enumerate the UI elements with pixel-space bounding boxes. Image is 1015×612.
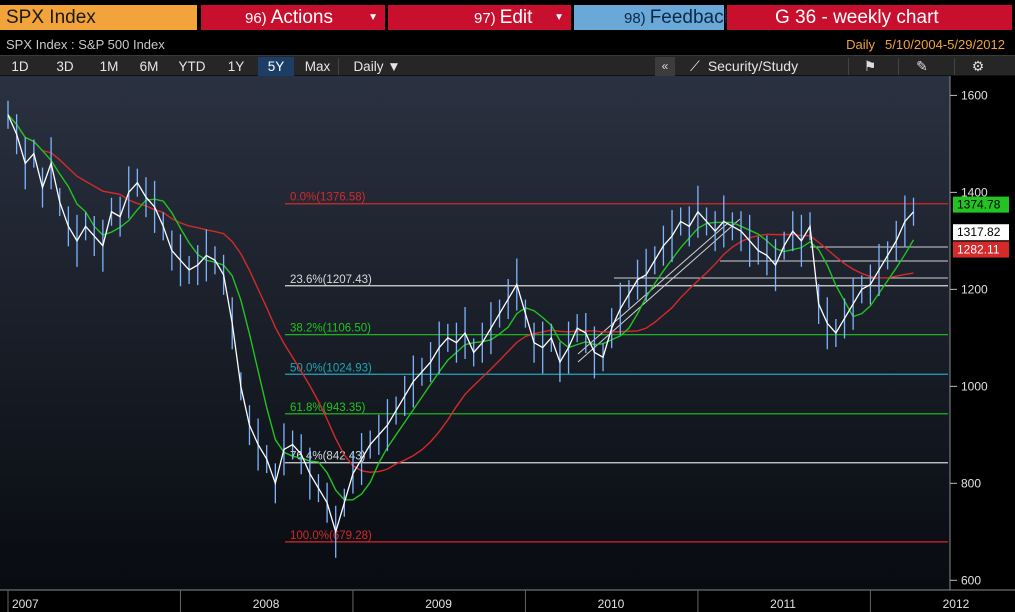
fib-level-label: 0.0%(1376.58) (290, 192, 366, 204)
toolbar-divider (848, 58, 849, 75)
feedback-button[interactable]: 98) Feedback (574, 5, 733, 30)
period-6m-button[interactable]: 6M (139, 59, 159, 74)
ma-slow-value-badge-box (953, 241, 1009, 258)
y-tick-label: 800 (961, 476, 981, 490)
x-tick-label: 2007 (12, 597, 39, 611)
security-study-button[interactable]: ⟋ Security/Study (690, 57, 798, 76)
x-tick-label: 2010 (598, 597, 625, 611)
date-info: Daily 5/10/2004-5/29/2012 (836, 35, 1005, 54)
y-tick-label: 1600 (961, 88, 988, 102)
period-max-button[interactable]: Max (304, 59, 331, 74)
interval-dropdown[interactable]: Daily ▼ (353, 59, 401, 74)
collapse-button[interactable]: « (655, 57, 675, 76)
period-ytd-button[interactable]: YTD (178, 59, 206, 74)
actions-button[interactable]: 96) Actions ▼ (201, 5, 385, 30)
ma-fast-value-badge-box (953, 196, 1009, 213)
ma-slow-value-badge: 1282.11 (957, 243, 1000, 257)
moving-average-fast-line (7, 114, 915, 501)
period-1m-button[interactable]: 1M (99, 59, 119, 74)
subheader: SPX Index : S&P 500 Index Daily 5/10/2004… (0, 35, 1015, 54)
y-tick-label: 1000 (961, 379, 988, 393)
actions-number: 96) (245, 10, 267, 27)
x-tick-label: 2008 (253, 597, 280, 611)
period-5y-button[interactable]: 5Y (258, 57, 294, 76)
y-tick-label: 1200 (961, 282, 988, 296)
price-line (7, 114, 914, 535)
y-tick-label: 600 (961, 573, 981, 587)
fib-level-label: 50.0%(1024.93) (290, 362, 372, 374)
feedback-number: 98) (624, 10, 646, 27)
edit-number: 97) (474, 10, 496, 27)
moving-average-slow-line (7, 114, 914, 473)
fib-level-label: 100.0%(679.28) (290, 530, 372, 542)
price-chart[interactable]: 0.0%(1376.58) 23.6%(1207.43) 38.2%(1106.50… (0, 76, 1015, 612)
security-description: SPX Index : S&P 500 Index (6, 37, 165, 52)
toolbar-divider (954, 58, 955, 75)
header-bar: SPX Index 96) Actions ▼ 97) Edit ▼ 98) Feed… (0, 0, 1015, 35)
x-tick-label: 2012 (943, 597, 970, 611)
chevron-down-icon: ▼ (554, 12, 564, 23)
plot-area (0, 76, 950, 590)
security-study-label: Security/Study (707, 58, 799, 74)
trendline (577, 218, 741, 363)
edit-button[interactable]: 97) Edit ▼ (388, 5, 571, 30)
period-1d-button[interactable]: 1D (11, 59, 29, 74)
x-tick-label: 2011 (770, 597, 796, 611)
last-price-badge-box (953, 224, 1009, 241)
date-range: 5/10/2004-5/29/2012 (885, 37, 1005, 52)
y-axis-panel (950, 76, 1015, 590)
feedback-label: Feedback (649, 7, 734, 28)
edit-pencil-icon[interactable]: ✎ (916, 58, 928, 74)
period-3d-button[interactable]: 3D (56, 59, 74, 74)
fib-level-label: 76.4%(842.43) (290, 451, 366, 463)
flag-icon[interactable]: ⚑ (863, 58, 877, 74)
toolbar-divider (338, 58, 339, 75)
gear-icon[interactable]: ⚙ (971, 58, 985, 74)
fib-level-label: 23.6%(1207.43) (290, 274, 372, 286)
ma-fast-value-badge: 1374.78 (957, 198, 1001, 212)
last-price-badge: 1317.82 (957, 225, 1001, 239)
fib-level-label: 38.2%(1106.50) (290, 323, 371, 335)
period-1y-button[interactable]: 1Y (227, 59, 245, 74)
chevron-down-icon: ▼ (368, 12, 378, 23)
x-tick-label: 2009 (425, 597, 452, 611)
fib-level-label: 61.8%(943.35) (290, 402, 366, 414)
line-chart-icon: ⟋ (690, 58, 700, 74)
security-field[interactable]: SPX Index (0, 5, 197, 30)
y-tick-label: 1400 (961, 185, 988, 199)
edit-label: Edit (499, 7, 533, 28)
frequency-text: Daily (846, 37, 875, 52)
chart-toolbar: 1D 3D 1M 6M YTD 1Y 5Y Max Daily ▼ « ⟋ Sec… (0, 55, 1015, 76)
actions-label: Actions (270, 7, 333, 28)
chart-title: G 36 - weekly chart (727, 5, 1012, 30)
toolbar-divider (898, 58, 899, 75)
